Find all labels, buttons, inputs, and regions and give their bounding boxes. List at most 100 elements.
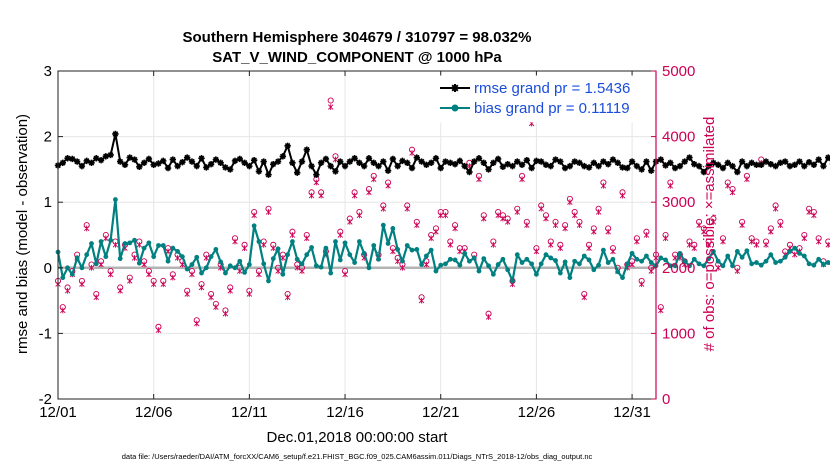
bias-point: [758, 262, 764, 268]
rmse-point: [246, 162, 253, 170]
rmse-point: [121, 161, 129, 169]
rmse-point: [265, 171, 272, 178]
bias-point: [639, 258, 645, 264]
bias-point: [409, 247, 415, 253]
obs-assimilated-point: [667, 182, 674, 189]
bias-point: [74, 255, 80, 261]
bias-point: [285, 252, 291, 258]
obs-assimilated-point: [600, 182, 607, 189]
rmse-point: [284, 142, 291, 149]
bias-point: [113, 197, 118, 202]
bias-point: [347, 252, 353, 258]
obs-assimilated-point: [763, 241, 769, 248]
rmse-point: [126, 154, 133, 161]
rmse-point: [681, 158, 688, 165]
bias-point: [175, 249, 181, 254]
bias-point: [337, 257, 343, 263]
rmse-point: [83, 157, 90, 165]
bias-point: [701, 263, 707, 269]
bias-point: [151, 254, 157, 260]
bias-point: [806, 261, 812, 267]
rmse-point: [241, 159, 248, 167]
bias-point: [385, 241, 391, 246]
rmse-point: [719, 164, 727, 172]
obs-assimilated-point: [500, 215, 506, 222]
obs-assimilated-point: [725, 182, 731, 189]
rmse-point: [714, 161, 722, 169]
obs-assimilated-point: [232, 238, 238, 245]
bias-point: [605, 260, 611, 265]
bias-point: [658, 255, 664, 261]
obs-assimilated-point: [356, 212, 363, 219]
rmse-point: [227, 166, 234, 173]
obs-assimilated-point: [705, 241, 712, 248]
obs-assimilated-point: [806, 209, 812, 215]
bias-point: [572, 258, 578, 264]
rmse-point: [437, 164, 444, 172]
bias-line: [56, 198, 830, 283]
bias-point: [749, 261, 755, 267]
bias-point: [141, 245, 147, 251]
bias-point: [423, 253, 429, 259]
bias-point: [734, 249, 740, 254]
obs-assimilated-point: [438, 212, 444, 219]
obs-assimilated-point: [265, 209, 272, 215]
obs-assimilated-point: [418, 297, 425, 304]
obs-assimilated-point: [485, 314, 492, 320]
obs-assimilated-point: [586, 245, 592, 251]
rmse-point: [724, 159, 731, 167]
bias-point: [275, 246, 281, 252]
obs-assimilated-point: [447, 241, 454, 248]
rmse-point: [471, 158, 478, 165]
bias-point: [136, 260, 142, 266]
bias-point: [270, 256, 276, 262]
rmse-point: [69, 155, 76, 163]
obs-assimilated-point: [289, 232, 296, 238]
rmse-point: [542, 161, 550, 169]
rmse-point: [504, 160, 511, 168]
obs-assimilated-point: [79, 281, 85, 288]
bias-point: [352, 260, 358, 265]
y-axis-label: rmse and bias (model - observation): [14, 114, 31, 354]
obs-assimilated-point: [524, 222, 530, 229]
bias-point: [103, 254, 109, 260]
bias-point: [510, 278, 515, 284]
rmse-point: [691, 160, 698, 168]
obs-assimilated-point: [658, 307, 664, 314]
x-tick-label: 12/11: [231, 404, 267, 421]
rmse-point: [131, 156, 138, 163]
bias-point: [754, 260, 759, 265]
obs-assimilated-point: [146, 271, 152, 278]
bias-point: [538, 261, 544, 267]
bias-point: [648, 260, 654, 265]
rmse-point: [303, 146, 310, 153]
rmse-point: [423, 161, 430, 169]
bias-point: [801, 253, 807, 259]
bias-point: [213, 247, 219, 252]
obs-assimilated-point: [385, 182, 391, 189]
obs-assimilated-point: [194, 320, 200, 327]
rmse-point: [327, 162, 334, 170]
obs-assimilated-point: [342, 271, 348, 278]
rmse-point: [442, 158, 449, 165]
bias-point: [146, 240, 152, 246]
rmse-point: [207, 160, 215, 168]
obs-assimilated-point: [351, 192, 358, 199]
rmse-point: [408, 164, 416, 172]
rmse-point: [279, 153, 287, 160]
rmse-point: [97, 157, 105, 164]
rmse-point: [332, 168, 339, 175]
obs-assimilated-point: [160, 281, 166, 288]
bias-point: [318, 264, 324, 270]
obs-assimilated-point: [811, 212, 817, 219]
rmse-point: [624, 164, 631, 172]
bias-point: [261, 261, 267, 267]
bias-point: [165, 258, 171, 264]
bias-point: [706, 256, 712, 262]
obs-assimilated-point: [481, 215, 487, 222]
bias-point: [821, 262, 826, 267]
bias-point: [797, 250, 802, 256]
bias-point: [505, 267, 511, 273]
rmse-point: [604, 160, 612, 168]
obs-assimilated-point: [208, 294, 214, 301]
